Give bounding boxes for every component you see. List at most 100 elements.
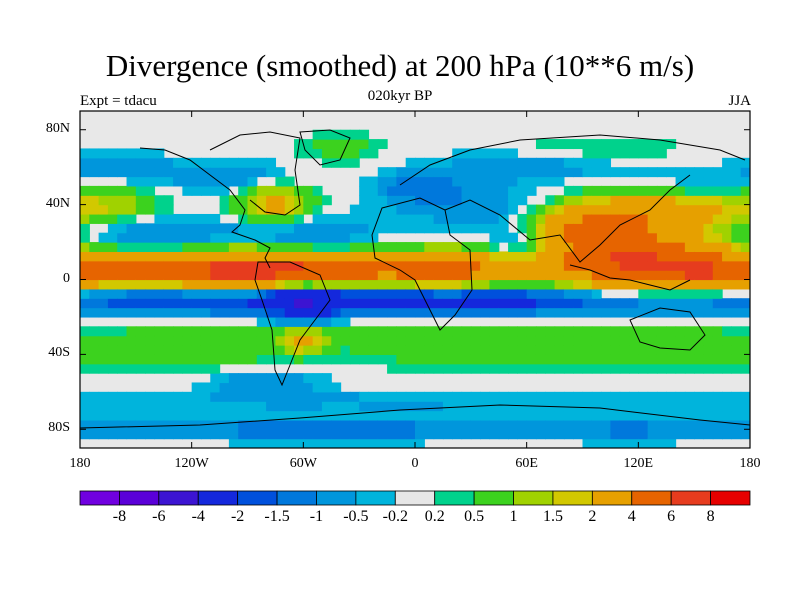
field-cell	[740, 391, 750, 402]
field-cell	[452, 326, 463, 337]
field-cell	[526, 167, 537, 178]
field-cell	[303, 316, 314, 327]
field-cell	[284, 326, 295, 337]
colorbar-label: -0.5	[343, 508, 369, 525]
field-cell	[554, 270, 565, 281]
field-cell	[284, 438, 295, 448]
field-cell	[387, 298, 397, 309]
field-cell	[517, 223, 528, 234]
field-cell	[433, 288, 444, 299]
field-cell	[508, 288, 518, 299]
field-cell	[182, 298, 193, 309]
field-cell	[117, 213, 128, 224]
field-cell	[405, 354, 416, 365]
field-cell	[340, 391, 351, 402]
field-cell	[247, 307, 258, 318]
field-cell	[656, 419, 667, 430]
field-cell	[210, 429, 221, 440]
field-cell	[238, 419, 249, 430]
field-cell	[740, 410, 750, 421]
field-cell	[722, 251, 732, 262]
field-cell	[470, 176, 481, 187]
field-cell	[200, 260, 211, 271]
field-cell	[666, 354, 677, 365]
field-cell	[647, 213, 658, 224]
field-cell	[703, 429, 714, 440]
field-cell	[377, 401, 388, 412]
field-cell	[359, 298, 370, 309]
field-cell	[275, 316, 286, 327]
field-cell	[173, 279, 183, 290]
field-cell	[303, 438, 314, 448]
field-cell	[554, 204, 565, 215]
field-cell	[80, 157, 90, 168]
field-cell	[433, 260, 444, 271]
field-cell	[461, 223, 472, 234]
field-cell	[619, 213, 630, 224]
field-cell	[200, 335, 211, 346]
field-cell	[349, 429, 360, 440]
field-cell	[163, 307, 174, 318]
field-cell	[452, 298, 463, 309]
field-cell	[275, 438, 286, 448]
field-cell	[247, 279, 258, 290]
field-cell	[675, 363, 686, 374]
field-cell	[684, 363, 695, 374]
field-cell	[433, 419, 444, 430]
field-cell	[480, 213, 491, 224]
field-cell	[731, 242, 742, 253]
field-cell	[535, 298, 546, 309]
field-cell	[508, 232, 518, 243]
field-cell	[703, 167, 714, 178]
field-cell	[238, 167, 249, 178]
field-cell	[154, 213, 165, 224]
colorbar-label: 6	[667, 508, 676, 525]
field-cell	[219, 232, 230, 243]
field-cell	[126, 410, 137, 421]
field-cell	[712, 363, 723, 374]
field-cell	[647, 363, 658, 374]
field-cell	[629, 223, 639, 234]
field-cell	[601, 251, 612, 262]
field-cell	[163, 419, 174, 430]
field-cell	[498, 251, 509, 262]
field-cell	[126, 260, 137, 271]
field-cell	[219, 270, 230, 281]
field-cell	[117, 354, 128, 365]
field-cell	[117, 410, 128, 421]
field-cell	[228, 195, 239, 206]
field-cell	[433, 251, 444, 262]
field-cell	[498, 195, 509, 206]
field-cell	[349, 232, 360, 243]
field-cell	[526, 185, 537, 196]
field-cell	[656, 335, 667, 346]
field-cell	[163, 260, 174, 271]
field-cell	[266, 157, 277, 168]
field-cell	[694, 176, 705, 187]
field-cell	[321, 373, 332, 384]
field-cell	[694, 213, 705, 224]
period-label: 020kyr BP	[367, 88, 433, 104]
field-cell	[405, 298, 416, 309]
field-cell	[80, 419, 90, 430]
field-cell	[340, 335, 351, 346]
field-cell	[712, 167, 723, 178]
field-cell	[601, 195, 612, 206]
field-cell	[619, 326, 630, 337]
field-cell	[563, 326, 574, 337]
field-cell	[554, 213, 565, 224]
field-cell	[535, 232, 546, 243]
field-cell	[89, 419, 100, 430]
field-cell	[256, 391, 267, 402]
field-cell	[545, 298, 556, 309]
field-cell	[675, 242, 686, 253]
field-cell	[545, 176, 556, 187]
field-cell	[247, 185, 258, 196]
field-cell	[238, 251, 249, 262]
field-cell	[740, 195, 750, 206]
field-cell	[470, 195, 481, 206]
field-cell	[368, 429, 379, 440]
field-cell	[173, 176, 183, 187]
field-cell	[573, 157, 584, 168]
field-cell	[638, 298, 649, 309]
